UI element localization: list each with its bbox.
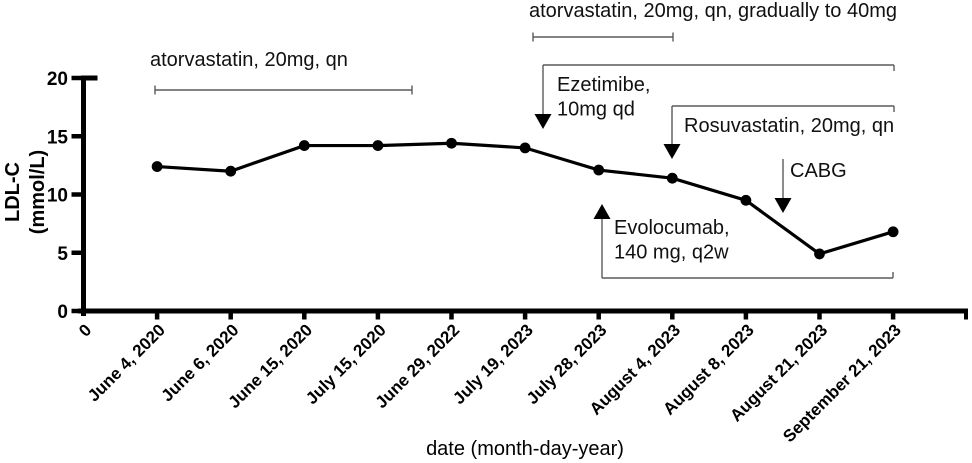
annotation-evolocumab-arrow-up-icon bbox=[593, 204, 611, 219]
y-axis-title: LDL-C (mmol/L) bbox=[1, 127, 53, 257]
data-point bbox=[740, 194, 752, 206]
annotation-ezetimibe-label: Ezetimibe, bbox=[557, 74, 650, 96]
y-tick-label: 10 bbox=[47, 186, 68, 207]
data-point bbox=[593, 164, 605, 176]
y-tick-label: 5 bbox=[57, 244, 68, 265]
y-tick-label: 0 bbox=[57, 302, 68, 323]
data-point bbox=[372, 140, 384, 151]
y-axis-title-line2: (mmol/L) bbox=[27, 149, 49, 235]
y-axis-title-line1: LDL-C bbox=[2, 162, 24, 222]
x-axis-title: date (month-day-year) bbox=[426, 438, 624, 460]
annotation-cabg-label: CABG bbox=[790, 160, 847, 182]
annotation-ezetimibe-arrow-down-icon bbox=[534, 114, 552, 129]
x-tick-label: June 4, 2020 bbox=[84, 320, 169, 405]
x-tick-label: 0 bbox=[75, 320, 95, 340]
data-point bbox=[887, 226, 899, 238]
y-tick-label: 20 bbox=[47, 69, 68, 90]
data-point bbox=[225, 165, 237, 177]
y-tick-label: 15 bbox=[47, 127, 69, 148]
annotation-rosuvastatin-arrow-down-icon bbox=[663, 144, 681, 159]
annotation-evolocumab-label: Evolocumab, bbox=[614, 217, 730, 239]
data-point bbox=[298, 140, 310, 151]
annotation-rosuvastatin-label: Rosuvastatin, 20mg, qn bbox=[684, 115, 894, 137]
annotation-cabg-arrow-down-icon bbox=[774, 198, 792, 213]
data-point bbox=[446, 137, 457, 149]
annotation-atorvastatin-20mg-label: atorvastatin, 20mg, qn bbox=[150, 49, 348, 71]
data-point bbox=[519, 142, 531, 154]
data-point bbox=[814, 248, 825, 260]
data-point bbox=[151, 161, 163, 172]
annotation-evolocumab-label: 140 mg, q2w bbox=[614, 242, 729, 264]
annotation-atorvastatin-40mg-label: atorvastatin, 20mg, qn, gradually to 40m… bbox=[529, 0, 897, 22]
data-point bbox=[666, 172, 678, 184]
annotation-ezetimibe-label: 10mg qd bbox=[557, 99, 635, 121]
